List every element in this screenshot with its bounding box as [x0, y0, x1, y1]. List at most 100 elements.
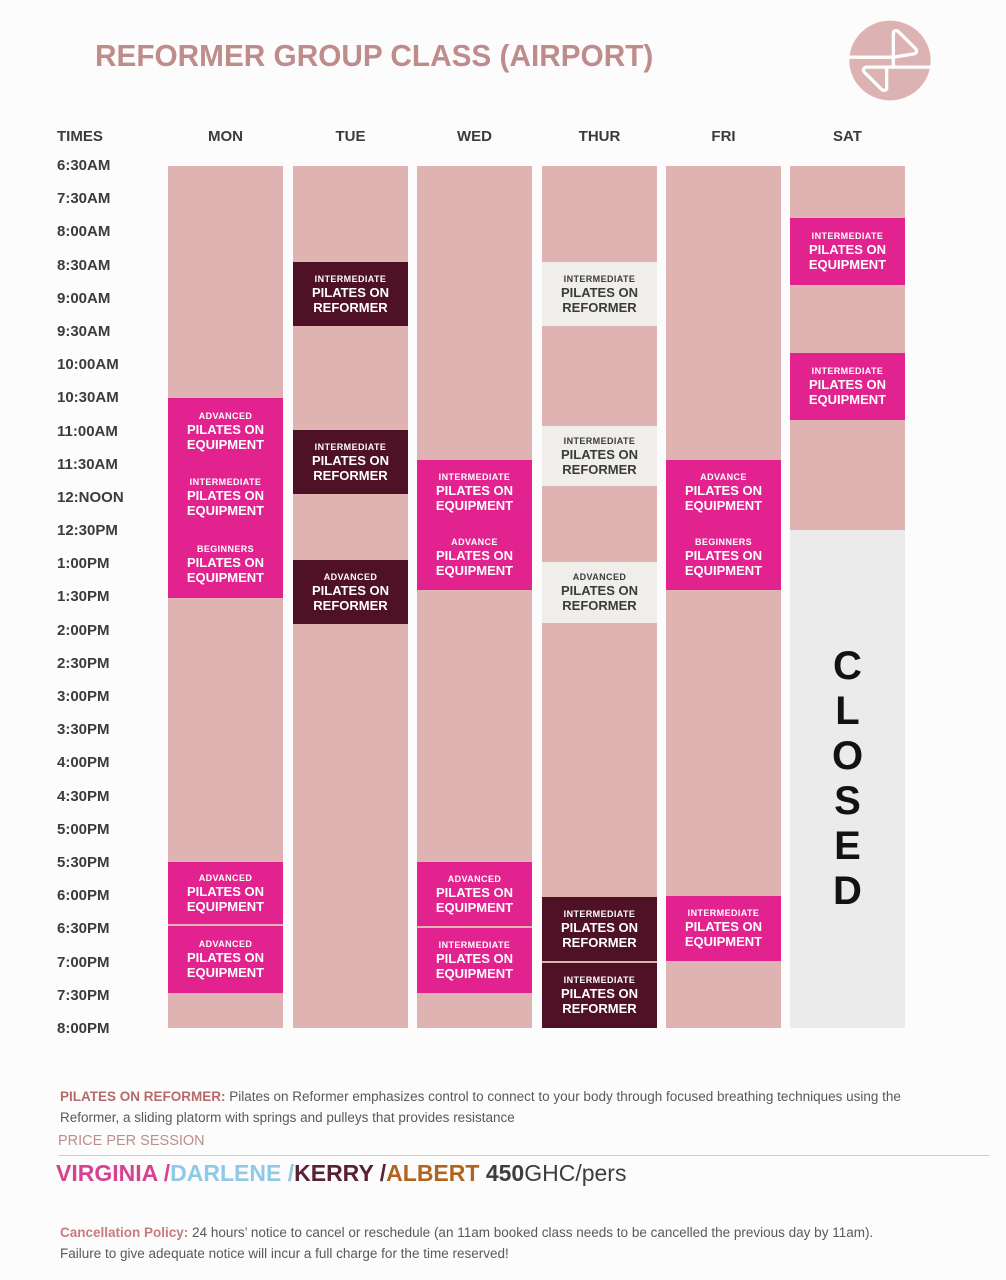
class-block: INTERMEDIATE PILATES ON EQUIPMENT	[790, 218, 905, 285]
class-block: INTERMEDIATE PILATES ON EQUIPMENT	[417, 928, 532, 993]
price-line-segment: ALBERT	[386, 1160, 486, 1186]
studio-logo-icon	[848, 20, 932, 101]
time-label: 8:00AM	[57, 223, 111, 241]
class-title: PILATES ON EQUIPMENT	[186, 883, 265, 914]
time-label: 3:30PM	[57, 721, 110, 739]
class-title: PILATES ON REFORMER	[560, 284, 639, 315]
closed-letter: S	[834, 779, 861, 823]
class-title: PILATES ON EQUIPMENT	[684, 919, 763, 949]
class-title: PILATES ON EQUIPMENT	[435, 951, 514, 981]
time-label: 6:00PM	[57, 887, 110, 905]
class-level: INTERMEDIATE	[563, 975, 636, 985]
class-level: ADVANCED	[198, 939, 253, 949]
closed-letter: E	[834, 824, 861, 868]
class-level: INTERMEDIATE	[563, 435, 636, 446]
price-line-segment: VIRGINIA /	[56, 1160, 171, 1186]
class-level: ADVANCED	[572, 572, 627, 582]
class-block: BEGINNERS PILATES ON EQUIPMENT	[666, 525, 781, 590]
class-level: ADVANCED	[198, 410, 253, 421]
class-title: PILATES ON REFORMER	[311, 284, 390, 315]
closed-letter: D	[833, 869, 862, 913]
class-block: INTERMEDIATE PILATES ON EQUIPMENT	[417, 460, 532, 525]
time-label: 4:00PM	[57, 754, 110, 772]
time-label: 3:00PM	[57, 688, 110, 706]
class-block: INTERMEDIATE PILATES ON REFORMER	[542, 426, 657, 486]
class-title: PILATES ON REFORMER	[560, 986, 639, 1016]
class-level: INTERMEDIATE	[811, 366, 884, 376]
class-block: ADVANCED PILATES ON EQUIPMENT	[168, 398, 283, 464]
time-label: 5:00PM	[57, 820, 110, 838]
time-label: 10:30AM	[57, 389, 119, 407]
class-level: INTERMEDIATE	[563, 273, 636, 284]
reformer-description-label: PILATES ON REFORMER:	[60, 1089, 226, 1104]
time-label: 8:00PM	[57, 1019, 110, 1037]
class-level: ADVANCE	[700, 472, 747, 482]
class-title: PILATES ON REFORMER	[311, 582, 390, 613]
time-label: 4:30PM	[57, 787, 110, 805]
day-header-sat: SAT	[833, 128, 862, 145]
time-label: 7:30AM	[57, 190, 111, 208]
class-level: INTERMEDIATE	[189, 477, 262, 487]
class-level: INTERMEDIATE	[314, 273, 387, 284]
closed-letter: L	[835, 689, 860, 733]
class-level: INTERMEDIATE	[687, 908, 760, 918]
cancellation-policy: Cancellation Policy: 24 hours’ notice to…	[60, 1222, 900, 1264]
class-level: BEGINNERS	[196, 544, 255, 554]
class-block: INTERMEDIATE PILATES ON EQUIPMENT	[790, 353, 905, 420]
class-block: ADVANCE PILATES ON EQUIPMENT	[666, 460, 781, 525]
time-label: 11:00AM	[57, 422, 118, 440]
time-label: 2:00PM	[57, 621, 110, 639]
day-header-fri: FRI	[711, 128, 736, 145]
price-line-segment: 450	[485, 1160, 525, 1186]
time-label: 8:30AM	[57, 256, 111, 274]
day-header-thur: THUR	[578, 128, 621, 145]
class-title: PILATES ON REFORMER	[560, 919, 639, 950]
day-header-tue: TUE	[335, 128, 366, 145]
class-title: PILATES ON EQUIPMENT	[808, 242, 887, 272]
time-label: 9:00AM	[57, 289, 111, 307]
class-block: INTERMEDIATE PILATES ON REFORMER	[542, 897, 657, 961]
class-level: INTERMEDIATE	[811, 231, 884, 241]
reformer-description-text: Pilates on Reformer emphasizes control t…	[60, 1089, 901, 1125]
class-block: INTERMEDIATE PILATES ON EQUIPMENT	[168, 464, 283, 531]
class-title: PILATES ON EQUIPMENT	[808, 377, 887, 407]
closed-letter: C	[833, 644, 862, 688]
time-label: 5:30PM	[57, 853, 110, 871]
times-column-header: TIMES	[57, 128, 103, 145]
price-line-segment: GHC/pers	[524, 1160, 627, 1186]
time-label: 12:NOON	[57, 488, 124, 506]
cancellation-policy-text: 24 hours’ notice to cancel or reschedule…	[60, 1225, 874, 1261]
class-block: ADVANCED PILATES ON EQUIPMENT	[168, 926, 283, 993]
time-label: 6:30PM	[57, 920, 110, 938]
class-title: PILATES ON EQUIPMENT	[435, 884, 514, 915]
class-level: ADVANCED	[323, 571, 378, 582]
time-label: 1:00PM	[57, 555, 110, 573]
class-block: ADVANCE PILATES ON EQUIPMENT	[417, 525, 532, 590]
class-title: PILATES ON EQUIPMENT	[186, 950, 265, 980]
price-line-segment: DARLENE /	[170, 1160, 295, 1186]
day-column-fri	[666, 166, 781, 1028]
class-title: PILATES ON EQUIPMENT	[186, 488, 265, 518]
time-label: 12:30PM	[57, 522, 118, 540]
class-block: ADVANCED PILATES ON EQUIPMENT	[168, 862, 283, 924]
closed-letter: O	[831, 734, 864, 778]
price-per-session-label: PRICE PER SESSION	[58, 1133, 990, 1156]
class-block: ADVANCED PILATES ON REFORMER	[293, 560, 408, 624]
class-block: INTERMEDIATE PILATES ON REFORMER	[542, 262, 657, 326]
cancellation-policy-label: Cancellation Policy:	[60, 1225, 189, 1240]
day-header-wed: WED	[457, 128, 492, 145]
class-level: BEGINNERS	[694, 537, 753, 547]
class-level: INTERMEDIATE	[314, 441, 387, 452]
time-label: 1:30PM	[57, 588, 110, 606]
class-title: PILATES ON REFORMER	[560, 446, 639, 477]
time-label: 11:30AM	[57, 455, 118, 473]
time-label: 7:30PM	[57, 986, 110, 1004]
class-level: INTERMEDIATE	[438, 472, 511, 482]
class-block: ADVANCED PILATES ON REFORMER	[542, 562, 657, 623]
time-label: 7:00PM	[57, 953, 110, 971]
class-level: INTERMEDIATE	[438, 940, 511, 950]
class-block: ADVANCED PILATES ON EQUIPMENT	[417, 862, 532, 926]
class-title: PILATES ON EQUIPMENT	[435, 548, 514, 578]
class-level: INTERMEDIATE	[563, 908, 636, 919]
